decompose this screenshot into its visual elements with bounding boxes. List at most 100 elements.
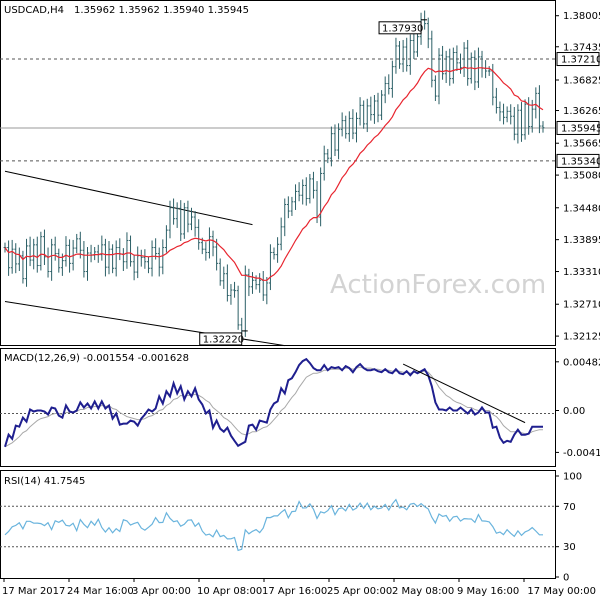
candle xyxy=(186,200,190,233)
candle xyxy=(401,39,405,73)
candle xyxy=(143,249,147,269)
candle xyxy=(211,230,215,257)
candle xyxy=(265,276,269,305)
rsi-line xyxy=(4,498,543,552)
candle xyxy=(426,17,430,49)
candle xyxy=(125,232,129,269)
price-tick-label: 1.34480 xyxy=(563,203,600,214)
channel-trendline-1 xyxy=(4,170,253,226)
candle xyxy=(430,30,434,88)
time-axis: 17 Mar 2017 24 Mar 16:003 Apr 00:00 10 Apr… xyxy=(2,578,596,597)
candle xyxy=(494,87,498,114)
moving-average-line xyxy=(4,66,544,281)
candle xyxy=(121,248,125,271)
candle xyxy=(351,109,355,140)
candle xyxy=(276,237,279,263)
candle xyxy=(100,235,104,261)
candle xyxy=(358,97,362,126)
candle xyxy=(114,240,118,277)
time-tick-label: 9 May 16:00 xyxy=(457,586,519,597)
candle xyxy=(484,60,488,79)
macd-trendline xyxy=(402,363,526,424)
candle xyxy=(229,284,233,305)
time-tick-label: 3 Apr 00:00 xyxy=(132,586,191,597)
rsi-tick-label: 70 xyxy=(563,502,576,513)
candle xyxy=(398,41,401,69)
candle xyxy=(333,124,337,157)
candle xyxy=(473,50,477,91)
candle xyxy=(448,48,452,86)
swing-high-callout: 1.37930 xyxy=(378,19,428,34)
candle xyxy=(383,76,387,104)
candle xyxy=(222,266,226,289)
candle xyxy=(111,244,114,274)
price-tick-label: 1.37435 xyxy=(563,42,600,53)
price-tick-label: 1.35080 xyxy=(563,171,600,182)
macd-panel: MACD(12,26,9) -0.001554 -0.001628 0.0048… xyxy=(0,348,600,467)
support-level-label: 1.35340 xyxy=(556,153,600,168)
candle xyxy=(329,126,333,167)
resistance-level-label: 1.37210 xyxy=(556,52,600,67)
symbol-label: USDCAD,H4 xyxy=(4,5,64,16)
price-tick-label: 1.35665 xyxy=(563,139,600,150)
candle xyxy=(312,171,315,199)
candle xyxy=(283,198,287,237)
svg-text:1.32220: 1.32220 xyxy=(203,334,244,345)
candle xyxy=(523,99,527,140)
candle xyxy=(441,45,444,80)
price-reference-lines xyxy=(0,58,555,162)
time-tick-label: 17 Mar 2017 xyxy=(2,586,65,597)
candle xyxy=(218,258,222,286)
candlesticks xyxy=(3,10,545,340)
rsi-panel: RSI(14) 41.7545 100 70 30 0 xyxy=(0,470,582,584)
rsi-tick-label: 30 xyxy=(563,542,576,553)
candle xyxy=(319,167,323,227)
candle xyxy=(136,246,140,279)
candle xyxy=(462,42,466,78)
candle xyxy=(182,202,186,239)
rsi-panel-frame xyxy=(0,470,556,579)
candle xyxy=(279,217,283,251)
candle xyxy=(161,239,165,275)
candle xyxy=(534,87,538,119)
candle xyxy=(21,250,25,284)
candle xyxy=(150,240,154,277)
swing-low-callout: 1.32220 xyxy=(199,330,248,346)
candle xyxy=(75,233,79,254)
candle xyxy=(369,96,373,121)
candle xyxy=(168,200,172,239)
price-panel: ActionForex.com USDCAD,H4 1.35962 1.3596… xyxy=(0,0,600,347)
candle xyxy=(304,177,308,206)
candle xyxy=(157,247,161,277)
candle xyxy=(261,270,265,301)
candle xyxy=(53,236,57,261)
candle xyxy=(373,94,376,124)
candle xyxy=(498,101,502,122)
candle xyxy=(340,112,344,137)
candle xyxy=(466,39,470,86)
rsi-tick-label: 0 xyxy=(563,573,569,584)
candle xyxy=(541,121,545,133)
candle xyxy=(347,111,351,142)
candle xyxy=(215,238,219,271)
candle xyxy=(3,242,7,253)
candle xyxy=(502,103,505,125)
candle xyxy=(225,264,229,302)
candle xyxy=(82,241,86,278)
time-tick-label: 10 Apr 08:00 xyxy=(197,586,262,597)
candle xyxy=(165,225,168,253)
candle xyxy=(337,123,340,160)
candle xyxy=(527,97,531,135)
candle xyxy=(243,265,247,337)
candle xyxy=(10,239,14,274)
candle xyxy=(86,247,89,281)
candle xyxy=(412,32,416,60)
macd-axis-ticks: 0.004828 0.00 -0.004153 xyxy=(555,357,600,459)
candle xyxy=(365,98,369,133)
time-tick-label: 24 Mar 16:00 xyxy=(67,586,134,597)
svg-text:1.35340: 1.35340 xyxy=(561,156,600,167)
candle xyxy=(25,238,28,287)
candle xyxy=(147,256,150,274)
candle xyxy=(32,238,36,270)
